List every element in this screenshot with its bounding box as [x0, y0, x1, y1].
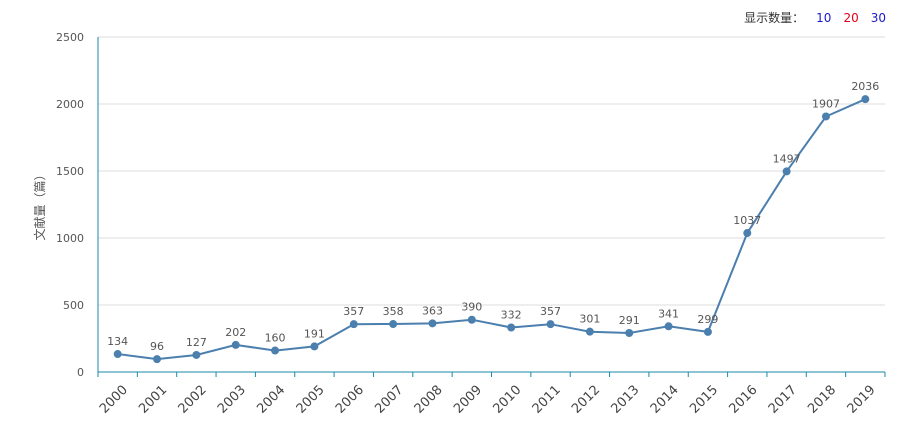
- x-tick-label: 2018: [805, 383, 839, 417]
- x-tick-label: 2005: [294, 383, 328, 417]
- data-point: [585, 327, 594, 336]
- data-point: [389, 320, 398, 329]
- y-tick-label: 2500: [56, 31, 84, 44]
- x-tick-label: 2002: [176, 383, 210, 417]
- x-tick-label: 2006: [333, 383, 367, 417]
- x-tick-label: 2010: [490, 383, 524, 417]
- data-point: [349, 320, 358, 329]
- x-tick-label: 2011: [530, 383, 564, 417]
- x-tick-label: 2012: [569, 383, 603, 417]
- data-point: [113, 350, 122, 359]
- x-tick-label: 2019: [845, 383, 879, 417]
- y-axis-ticks: 0 500 1000 1500 2000 2500: [56, 31, 84, 379]
- data-label: 363: [422, 304, 443, 317]
- display-count-20[interactable]: 20: [843, 10, 859, 25]
- x-tick-label: 2000: [97, 383, 131, 417]
- data-label: 299: [697, 313, 718, 326]
- data-point: [861, 95, 870, 104]
- x-tick-label: 2009: [451, 383, 485, 417]
- data-label: 301: [579, 313, 600, 326]
- data-label: 332: [501, 309, 522, 322]
- y-axis-label: 文献量（篇）: [32, 168, 47, 240]
- x-tick-label: 2016: [727, 383, 761, 417]
- data-point: [192, 350, 201, 359]
- data-point: [310, 342, 319, 351]
- x-tick-label: 2015: [687, 383, 721, 417]
- data-label: 341: [658, 307, 679, 320]
- data-point: [743, 229, 752, 238]
- x-tick-label: 2017: [766, 383, 800, 417]
- data-point: [546, 320, 555, 329]
- y-tick-label: 500: [63, 299, 84, 312]
- series-line: [117, 98, 866, 361]
- data-label: 357: [343, 305, 364, 318]
- data-label: 1037: [733, 214, 761, 227]
- data-label: 357: [540, 305, 561, 318]
- x-tick-label: 2007: [372, 383, 406, 417]
- y-tick-label: 0: [77, 366, 84, 379]
- data-label: 127: [186, 336, 207, 349]
- x-axis-ticks: 2000 2001 2002 2003 2004 2005 2006 2007 2008 2009…: [97, 372, 886, 417]
- data-label: 160: [265, 332, 286, 345]
- display-count-30[interactable]: 30: [870, 10, 886, 25]
- x-tick-label: 2004: [254, 383, 288, 417]
- data-point: [231, 340, 240, 349]
- display-count-10[interactable]: 10: [816, 10, 832, 25]
- data-label: 1497: [773, 152, 801, 165]
- data-point: [782, 167, 791, 176]
- display-count-selector: 显示数量： 10 20 30: [744, 9, 886, 26]
- display-count-label: 显示数量：: [744, 11, 805, 25]
- data-point: [821, 112, 830, 121]
- data-point: [703, 327, 712, 336]
- data-label: 202: [225, 326, 246, 339]
- data-points: [113, 95, 870, 364]
- data-point: [271, 346, 280, 355]
- x-tick-label: 2008: [412, 383, 446, 417]
- data-label: 358: [383, 305, 404, 318]
- data-labels: 134 96 127 202 160 191 357 358 363 390 332 357 301 29…: [107, 80, 879, 353]
- data-label: 291: [619, 314, 640, 327]
- data-label: 1907: [812, 97, 840, 110]
- data-label: 390: [461, 301, 482, 314]
- y-tick-label: 1000: [56, 232, 84, 245]
- data-point: [153, 355, 162, 364]
- x-tick-label: 2013: [608, 383, 642, 417]
- data-point: [428, 319, 437, 328]
- data-point: [467, 315, 476, 324]
- y-tick-label: 2000: [56, 98, 84, 111]
- data-point: [507, 323, 516, 332]
- axes: [97, 37, 885, 373]
- data-point: [625, 329, 634, 338]
- x-tick-label: 2001: [136, 383, 170, 417]
- grid-lines: [98, 36, 885, 306]
- data-label: 96: [150, 340, 164, 353]
- data-point: [664, 322, 673, 331]
- x-tick-label: 2014: [648, 383, 682, 417]
- y-tick-label: 1500: [56, 165, 84, 178]
- data-label: 2036: [851, 80, 879, 93]
- x-tick-label: 2003: [215, 383, 249, 417]
- data-label: 191: [304, 327, 325, 340]
- data-label: 134: [107, 335, 128, 348]
